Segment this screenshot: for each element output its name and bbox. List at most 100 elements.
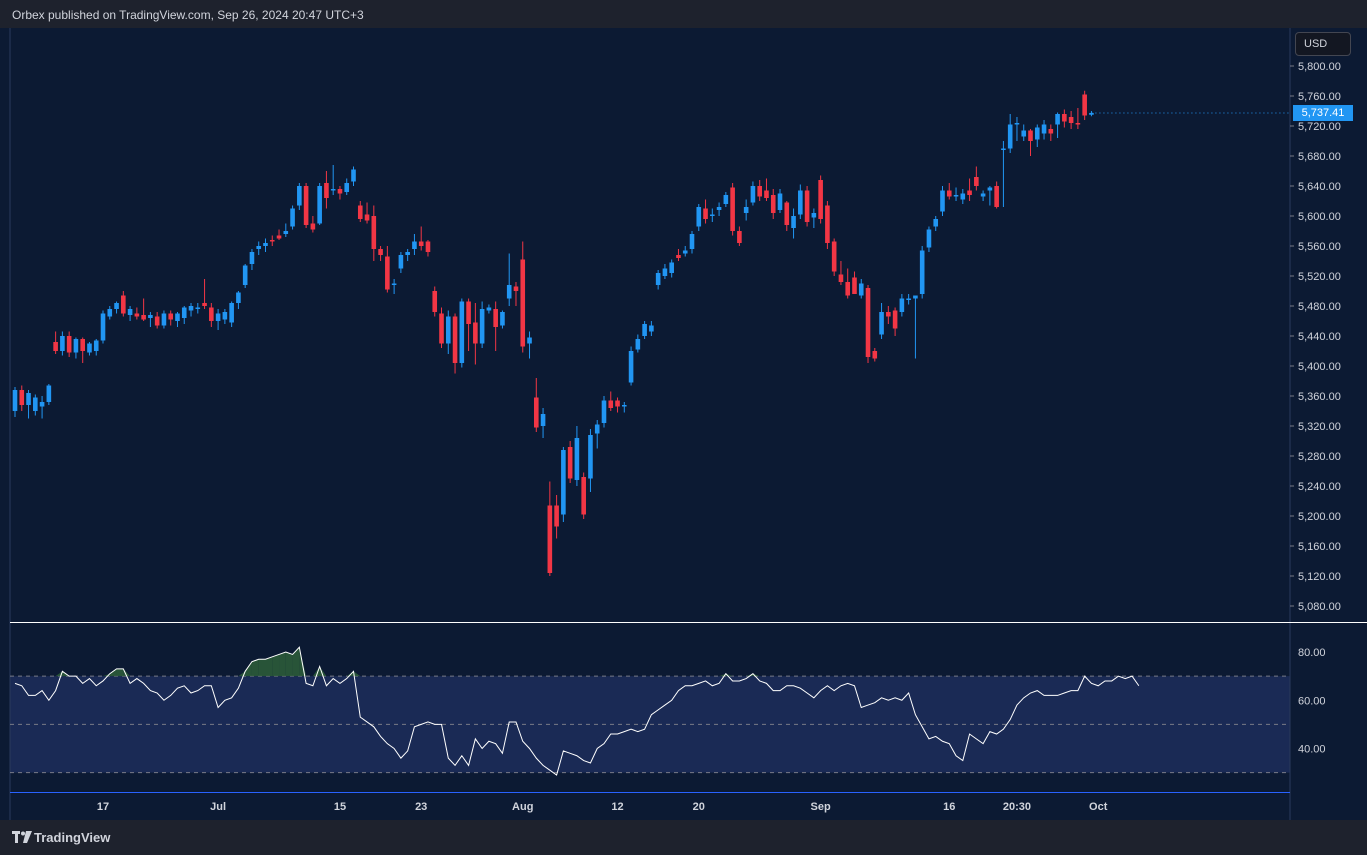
candle-body: [879, 312, 884, 335]
candle: [1014, 117, 1020, 141]
currency-label: USD: [1304, 38, 1328, 50]
candle: [513, 282, 519, 306]
price-chart[interactable]: 5,080.00 5,120.00 5,160.00 5,200.00 5,240.00…: [0, 28, 1367, 820]
candle-body: [93, 340, 99, 351]
candle: [398, 252, 404, 273]
candle-body: [418, 241, 424, 246]
candle: [554, 495, 559, 539]
candle-body: [493, 309, 498, 327]
candle-body: [127, 309, 133, 315]
candle: [865, 285, 871, 363]
candle-body: [148, 315, 153, 318]
candle-body: [195, 307, 201, 309]
candle: [1034, 124, 1040, 147]
price-tick-label: 5,640.00: [1298, 181, 1341, 193]
price-tick-label: 5,160.00: [1298, 541, 1341, 553]
last-price-label: 5,737.41: [1293, 105, 1353, 121]
candle-body: [1001, 148, 1006, 150]
candle: [879, 303, 884, 339]
candle: [290, 205, 295, 230]
candle-body: [466, 301, 471, 324]
candle-body: [798, 190, 803, 215]
candle-body: [1041, 124, 1047, 134]
candle-body: [303, 186, 309, 225]
candle-body: [269, 240, 275, 242]
price-tick-label: 5,720.00: [1298, 121, 1341, 133]
candle-body: [547, 505, 553, 573]
candle-body: [737, 231, 742, 243]
candle: [1068, 111, 1074, 129]
candle: [716, 202, 722, 216]
candle-body: [330, 189, 336, 191]
candle-body: [1034, 127, 1040, 140]
candle-body: [527, 337, 532, 344]
candle: [459, 298, 465, 368]
candle-body: [540, 414, 546, 426]
candle-body: [635, 339, 641, 350]
candle: [892, 307, 898, 336]
candle: [635, 334, 641, 353]
candle: [980, 190, 986, 201]
candle-body: [845, 282, 851, 296]
candle-body: [1021, 130, 1027, 137]
candle-body: [716, 207, 722, 210]
candle-body: [899, 298, 905, 312]
candle-body: [242, 265, 248, 285]
candle: [60, 331, 65, 356]
currency-button[interactable]: USD: [1295, 32, 1351, 56]
tradingview-logo-icon[interactable]: [12, 830, 32, 844]
candle: [317, 183, 322, 225]
publish-header: Orbex published on TradingView.com, Sep …: [0, 0, 1367, 28]
candle: [798, 184, 803, 219]
candle: [730, 183, 735, 236]
rsi-overbought-fill: [265, 656, 273, 677]
candle-body: [831, 241, 837, 272]
rsi-overbought-fill: [292, 647, 300, 677]
candle-body: [974, 177, 979, 186]
candle-body: [689, 234, 695, 249]
rsi-overbought-fill: [251, 659, 259, 677]
candle: [236, 291, 241, 309]
rsi-overbought-fill: [258, 659, 266, 677]
candle-body: [324, 183, 329, 198]
candle: [100, 310, 106, 344]
candle-body: [662, 268, 668, 276]
candle: [215, 309, 221, 330]
candle-body: [412, 241, 417, 249]
candle: [567, 441, 573, 483]
candle: [310, 216, 316, 233]
candle-body: [757, 186, 762, 197]
candle-body: [1055, 114, 1060, 125]
candle: [195, 303, 201, 314]
candle: [608, 391, 614, 411]
candle-body: [567, 447, 573, 479]
candle-body: [236, 292, 241, 303]
candle: [987, 186, 993, 206]
candle-body: [764, 190, 769, 198]
candle: [926, 226, 932, 252]
candle-body: [770, 195, 776, 213]
time-tick-label: 20:30: [1003, 801, 1031, 813]
candle-body: [222, 312, 228, 320]
candle: [73, 337, 79, 359]
candle-body: [533, 397, 539, 428]
candle: [330, 165, 336, 195]
candle-body: [87, 343, 92, 353]
candle-body: [743, 207, 749, 213]
candle: [967, 178, 972, 201]
candle: [12, 387, 18, 417]
rsi-line: [14, 646, 1140, 776]
candle: [1007, 114, 1013, 153]
candle: [324, 171, 329, 209]
rsi-overbought-fill: [312, 666, 320, 677]
candle-body: [154, 316, 160, 326]
candle-body: [987, 187, 993, 191]
candle-body: [452, 316, 458, 363]
candle-body: [913, 295, 918, 299]
candle-body: [26, 393, 31, 405]
tradingview-brand[interactable]: TradingView: [34, 830, 111, 845]
candle-body: [574, 438, 580, 480]
candle: [696, 204, 702, 231]
candle: [391, 279, 397, 294]
candle-body: [791, 216, 796, 228]
